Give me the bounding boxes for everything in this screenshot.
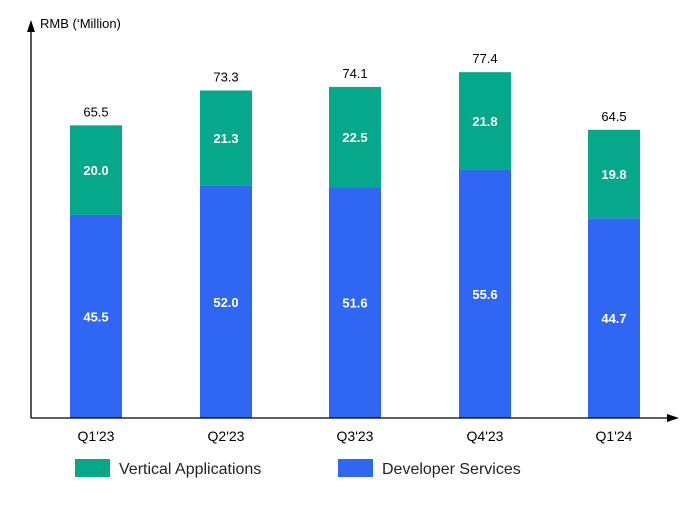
- data-label-total: 73.3: [213, 69, 238, 84]
- bar-developer-services: [329, 187, 381, 418]
- data-label-developer-services: 55.6: [472, 287, 497, 302]
- bar-developer-services: [70, 214, 122, 418]
- bar-vertical-applications: [70, 125, 122, 215]
- data-label-developer-services: 45.5: [83, 309, 108, 324]
- data-label-vertical-applications: 20.0: [83, 163, 108, 178]
- x-axis-arrow: [667, 414, 679, 422]
- legend-swatch: [75, 459, 110, 477]
- legend-label: Vertical Applications: [119, 461, 261, 478]
- bar-vertical-applications: [588, 129, 640, 219]
- bar-developer-services: [588, 218, 640, 418]
- data-label-total: 65.5: [83, 104, 108, 119]
- y-axis-title: RMB (‘Million): [40, 16, 121, 31]
- x-tick-label: Q1'24: [596, 428, 633, 444]
- x-tick-label: Q4'23: [467, 428, 504, 444]
- bar-developer-services: [459, 169, 511, 418]
- data-label-developer-services: 44.7: [601, 311, 626, 326]
- data-label-developer-services: 52.0: [213, 295, 238, 310]
- x-tick-label: Q1'23: [78, 428, 115, 444]
- legend-swatch: [338, 459, 373, 477]
- x-tick-label: Q2'23: [208, 428, 245, 444]
- data-label-developer-services: 51.6: [342, 296, 367, 311]
- data-label-vertical-applications: 21.3: [213, 131, 238, 146]
- data-label-vertical-applications: 19.8: [601, 167, 626, 182]
- chart-axes: RMB (‘Million): [27, 16, 679, 422]
- data-label-total: 74.1: [342, 66, 367, 81]
- legend-label: Developer Services: [382, 461, 521, 478]
- bar-developer-services: [200, 185, 252, 418]
- x-tick-label: Q3'23: [337, 428, 374, 444]
- data-label-vertical-applications: 22.5: [342, 130, 367, 145]
- chart-marks: 45.5 20.0 65.5 52.0 21.3 73.3 51.6 22.5 74.1 55.6…: [70, 51, 640, 418]
- legend: Vertical Applications Developer Services: [75, 459, 521, 478]
- bar-vertical-applications: [200, 90, 252, 186]
- y-axis-arrow: [27, 20, 35, 32]
- bar-vertical-applications: [459, 72, 511, 170]
- x-tick-labels: Q1'23 Q2'23 Q3'23 Q4'23 Q1'24: [78, 428, 633, 444]
- bar-vertical-applications: [329, 86, 381, 188]
- data-label-total: 64.5: [601, 109, 626, 124]
- data-label-total: 77.4: [472, 51, 497, 66]
- data-label-vertical-applications: 21.8: [472, 114, 497, 129]
